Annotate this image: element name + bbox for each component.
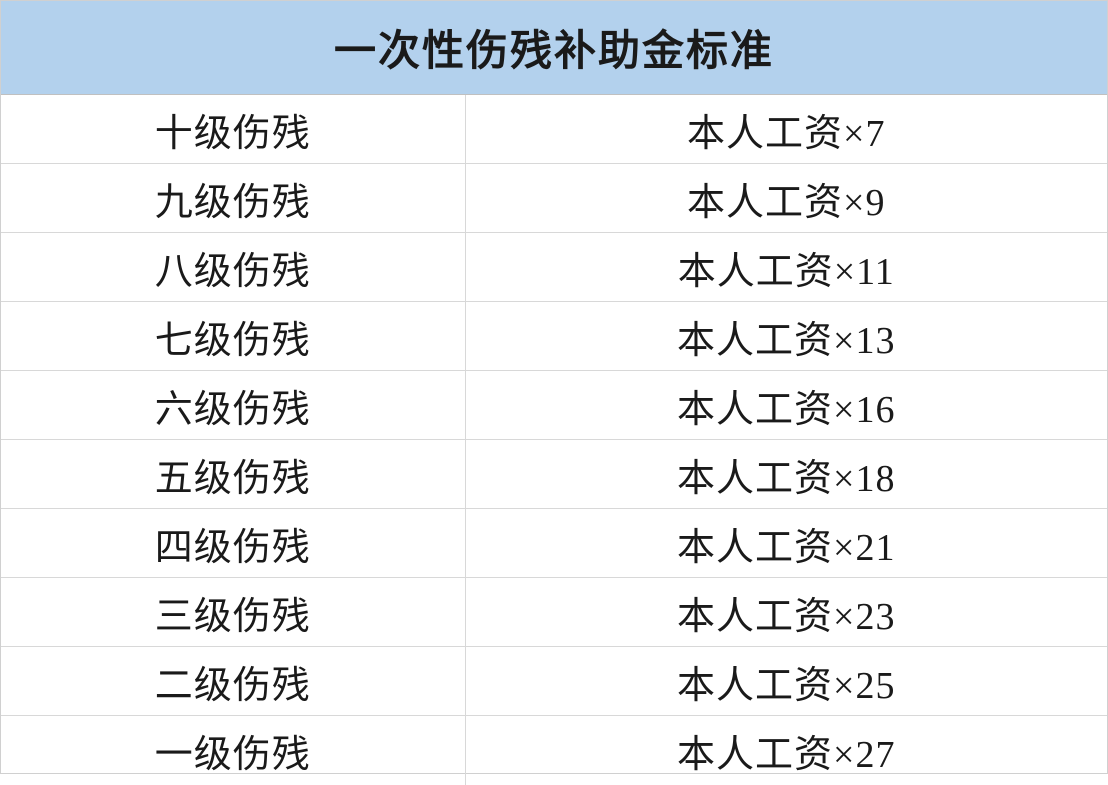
table-row: 一级伤残 本人工资×27 [1,716,1107,785]
table-row: 九级伤残 本人工资×9 [1,164,1107,233]
table-row: 八级伤残 本人工资×11 [1,233,1107,302]
table-row: 七级伤残 本人工资×13 [1,302,1107,371]
table-row: 五级伤残 本人工资×18 [1,440,1107,509]
disability-level-cell: 三级伤残 [1,578,466,646]
compensation-value-cell: 本人工资×7 [466,95,1107,163]
compensation-value-cell: 本人工资×27 [466,716,1107,785]
disability-level-cell: 五级伤残 [1,440,466,508]
table-row: 二级伤残 本人工资×25 [1,647,1107,716]
compensation-value-cell: 本人工资×18 [466,440,1107,508]
compensation-value-cell: 本人工资×16 [466,371,1107,439]
table-row: 六级伤残 本人工资×16 [1,371,1107,440]
disability-level-cell: 十级伤残 [1,95,466,163]
disability-level-cell: 九级伤残 [1,164,466,232]
compensation-value-cell: 本人工资×25 [466,647,1107,715]
compensation-table: 一次性伤残补助金标准 十级伤残 本人工资×7 九级伤残 本人工资×9 八级伤残 … [0,0,1108,774]
disability-level-cell: 六级伤残 [1,371,466,439]
compensation-value-cell: 本人工资×21 [466,509,1107,577]
disability-level-cell: 七级伤残 [1,302,466,370]
table-title: 一次性伤残补助金标准 [1,1,1107,95]
table-row: 十级伤残 本人工资×7 [1,95,1107,164]
disability-level-cell: 一级伤残 [1,716,466,785]
compensation-value-cell: 本人工资×11 [466,233,1107,301]
compensation-value-cell: 本人工资×23 [466,578,1107,646]
disability-level-cell: 二级伤残 [1,647,466,715]
disability-level-cell: 八级伤残 [1,233,466,301]
compensation-value-cell: 本人工资×9 [466,164,1107,232]
table-row: 三级伤残 本人工资×23 [1,578,1107,647]
table-row: 四级伤残 本人工资×21 [1,509,1107,578]
disability-level-cell: 四级伤残 [1,509,466,577]
compensation-value-cell: 本人工资×13 [466,302,1107,370]
